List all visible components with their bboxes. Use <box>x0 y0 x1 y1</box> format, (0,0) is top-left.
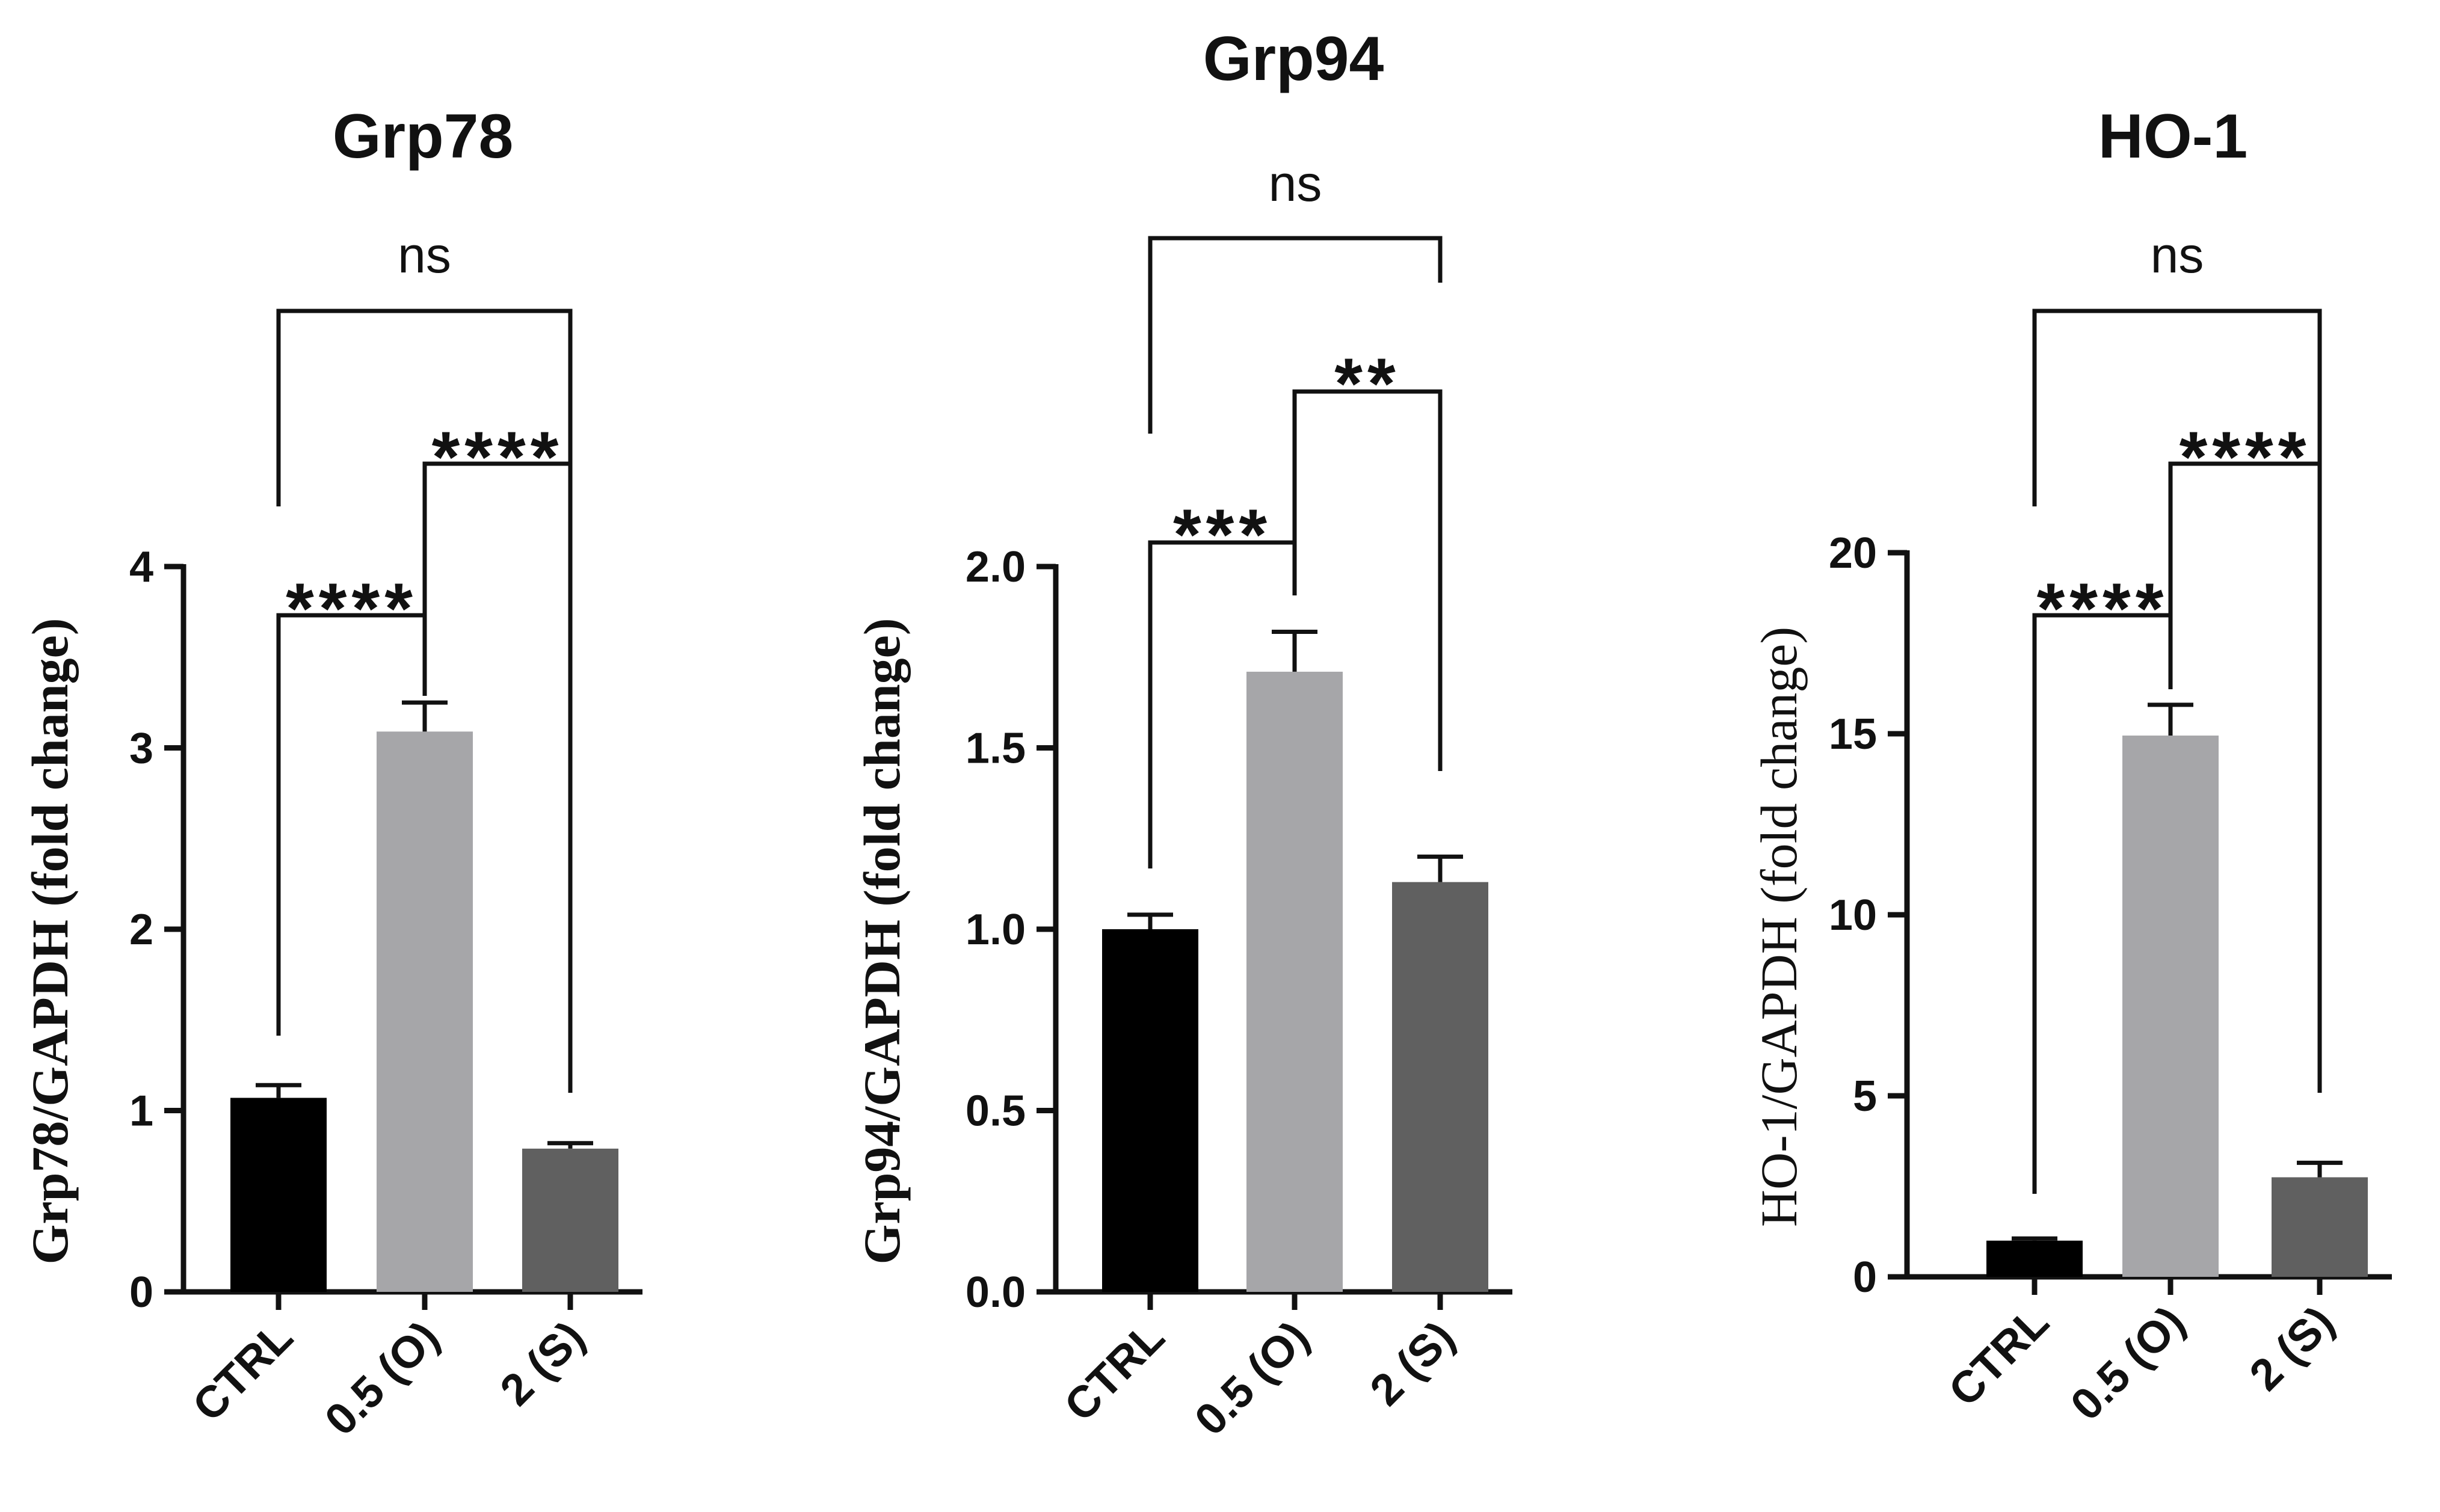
bar-0-5-o- <box>2122 736 2219 1277</box>
bar-0-5-o- <box>377 731 473 1292</box>
y-tick-label: 0.0 <box>966 1268 1026 1317</box>
bar-0-5-o- <box>1246 671 1343 1292</box>
x-tick-label: CTRL <box>1939 1297 2058 1416</box>
panel-grp78: Grp78 Grp78/GAPDH (fold change) 0 1 2 3 4 CTRL 0… <box>21 102 642 1445</box>
y-tick-label: 10 <box>1829 891 1877 939</box>
significance-label: **** <box>2037 568 2169 649</box>
significance-label: ns <box>1269 155 1322 212</box>
bar-2-s- <box>2272 1177 2368 1277</box>
significance-bracket <box>1148 236 1443 434</box>
panel-grp94: Grp94 Grp94/GAPDH (fold change) 0.0 0.5 1.0 1… <box>853 24 1512 1445</box>
significance-bracket <box>2032 613 2173 1194</box>
y-tick-label: 2 <box>129 906 153 954</box>
y-tick-label: 15 <box>1829 710 1877 758</box>
x-tick-label: 2 (S) <box>1360 1312 1464 1415</box>
y-tick-label: 20 <box>1829 529 1877 577</box>
x-tick-label: CTRL <box>183 1312 302 1431</box>
x-tick-label: 0.5 (O) <box>1185 1312 1319 1445</box>
significance-bracket <box>422 461 573 1093</box>
x-tick-label: 0.5 (O) <box>2061 1297 2195 1430</box>
y-axis-label: HO-1/GAPDH (fold change) <box>1750 627 1808 1227</box>
significance-label: ns <box>398 227 451 283</box>
bar-ctrl <box>1102 929 1198 1292</box>
significance-label: **** <box>2180 417 2311 497</box>
significance-bracket <box>2168 461 2322 1093</box>
significance-label: ** <box>1334 343 1400 424</box>
x-tick-label: 2 (S) <box>490 1312 594 1415</box>
y-tick-label: 3 <box>129 725 153 773</box>
x-tick-label: CTRL <box>1055 1312 1174 1431</box>
significance-bracket <box>276 613 427 1036</box>
significance-bracket <box>276 309 573 506</box>
y-tick-label: 0 <box>1853 1253 1877 1301</box>
y-tick-label: 1 <box>129 1087 153 1136</box>
significance-label: ns <box>2151 227 2204 283</box>
chart-title: Grp78 <box>333 102 514 171</box>
significance-label: **** <box>286 568 417 649</box>
bar-2-s- <box>522 1148 618 1292</box>
y-axis-label: Grp94/GAPDH (fold change) <box>853 618 911 1265</box>
y-tick-label: 0 <box>129 1268 153 1317</box>
y-tick-label: 4 <box>129 543 153 591</box>
significance-bracket <box>2032 309 2322 506</box>
x-tick-label: 0.5 (O) <box>315 1312 449 1445</box>
bar-ctrl <box>230 1098 327 1292</box>
y-tick-label: 5 <box>1853 1072 1877 1120</box>
significance-label: *** <box>1173 494 1272 575</box>
bar-2-s- <box>1392 882 1488 1292</box>
significance-bracket <box>1292 389 1443 771</box>
y-tick-label: 2.0 <box>966 543 1026 591</box>
y-tick-label: 1.5 <box>966 725 1026 773</box>
y-tick-label: 0.5 <box>966 1087 1026 1136</box>
significance-label: **** <box>432 417 564 497</box>
bar-ctrl <box>1986 1240 2083 1277</box>
y-tick-label: 1.0 <box>966 906 1026 954</box>
y-axis-label: Grp78/GAPDH (fold change) <box>21 618 79 1265</box>
chart-title: HO-1 <box>2098 102 2247 171</box>
significance-bracket <box>1148 540 1297 868</box>
x-tick-label: 2 (S) <box>2240 1297 2343 1400</box>
chart-title: Grp94 <box>1203 24 1384 94</box>
panel-ho-1: HO-1 HO-1/GAPDH (fold change) 0 5 10 15 20 CTRL… <box>1750 102 2392 1430</box>
